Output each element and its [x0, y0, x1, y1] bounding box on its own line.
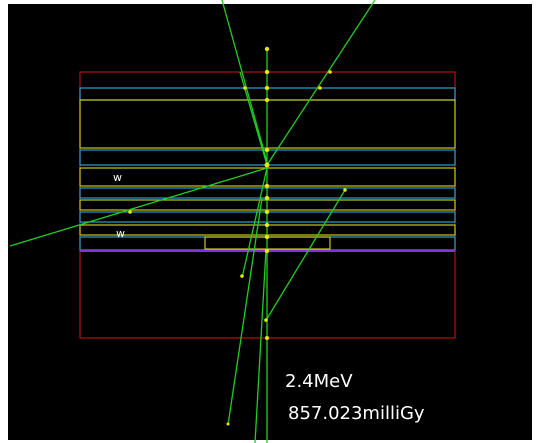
hit: [343, 188, 347, 192]
event-view: w w 2.4MeV 857.023milliGy: [0, 0, 540, 443]
hit: [265, 235, 269, 239]
hit: [318, 86, 322, 90]
layer-label: w: [116, 227, 125, 240]
hit: [265, 196, 269, 200]
hit: [227, 423, 230, 426]
hit: [265, 223, 269, 227]
hit: [265, 163, 270, 168]
layer-label: w: [113, 171, 122, 184]
hit: [265, 148, 269, 152]
hit: [240, 274, 244, 278]
hit: [264, 318, 268, 322]
hit: [265, 70, 269, 74]
hit: [128, 210, 132, 214]
hit: [265, 184, 269, 188]
hit: [265, 47, 269, 51]
dose-readout: 857.023milliGy: [288, 403, 425, 424]
hit: [265, 249, 269, 253]
energy-readout: 2.4MeV: [285, 371, 353, 392]
hit: [265, 86, 269, 90]
hit: [265, 210, 269, 214]
page: {"labels": {"layer_1": "w", "layer_2": "…: [0, 0, 540, 443]
hit: [243, 86, 247, 90]
hit: [265, 336, 269, 340]
hit: [328, 70, 332, 74]
hit: [265, 98, 269, 102]
